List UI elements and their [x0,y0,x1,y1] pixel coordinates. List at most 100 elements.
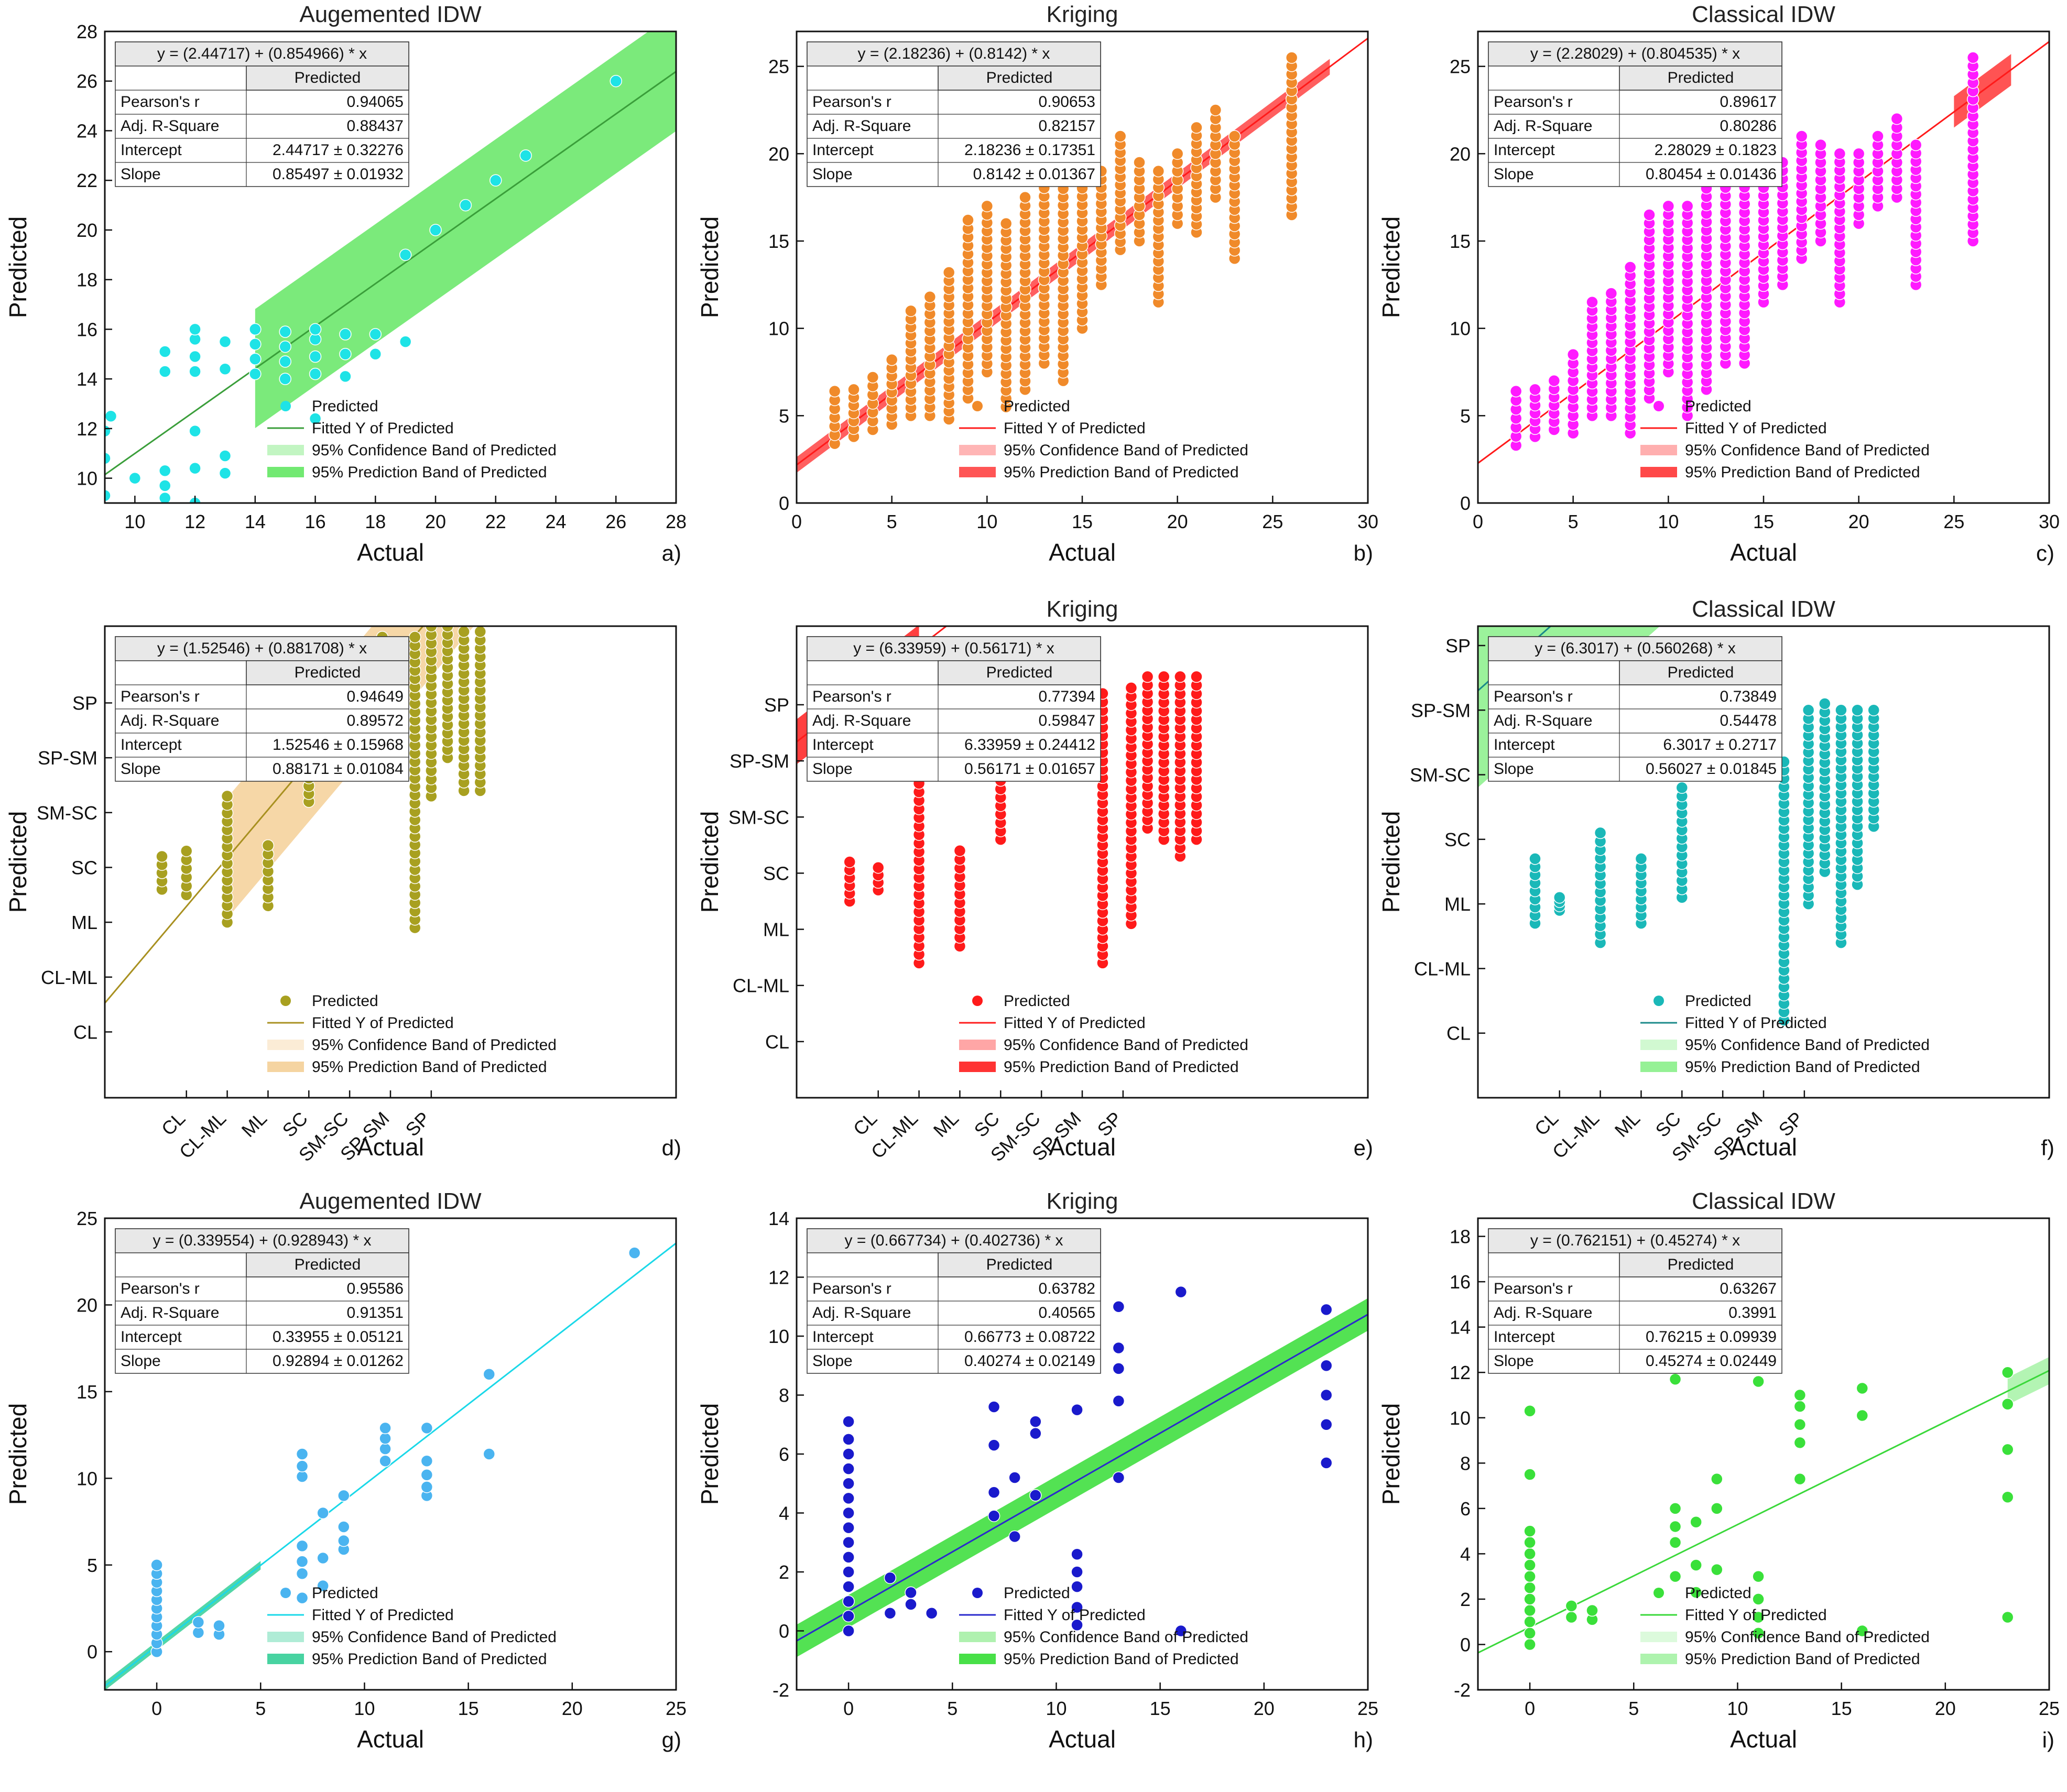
data-point [1752,1375,1765,1388]
y-axis-label: Predicted [696,216,723,318]
data-point [1174,670,1187,683]
x-tick-label: 5 [1628,1698,1639,1719]
data-point [1071,1548,1083,1560]
data-point [339,348,352,360]
plot-inner [105,1242,676,1690]
stat-name: Slope [1494,1352,1534,1370]
y-tick-label: 25 [1450,56,1471,78]
data-point [1524,1593,1536,1605]
data-point [1112,1362,1125,1375]
y-tick-label: 20 [768,143,789,165]
equation-row [115,636,409,661]
data-point [192,1616,205,1629]
data-point [420,1455,433,1467]
data-point [1662,200,1675,213]
legend-band [267,1040,304,1050]
data-point [1190,121,1203,134]
y-axis-label: Predicted [1377,1403,1405,1505]
data-point [872,861,885,874]
data-point [1008,1471,1021,1484]
data-point [1711,1472,1723,1485]
stats-table: y = (6.3017) + (0.560268) * x Predicted Pe… [1488,636,1782,782]
data-point [1112,1301,1125,1313]
data-point [1635,853,1648,865]
data-point [192,1626,205,1639]
legend-label: 95% Confidence Band of Predicted [312,442,557,459]
data-point [1624,261,1637,274]
legend-marker [972,1588,983,1598]
plot-frame [1477,1217,2050,1691]
data-point [1676,781,1689,794]
y-tick-label: 10 [1450,318,1471,340]
data-point [1320,1303,1333,1316]
data-point [1856,1624,1869,1637]
legend-label: Predicted [1685,1585,1751,1602]
chart-title: Classical IDW [1692,596,1835,622]
legend-band [1640,1040,1677,1050]
legend-label: Fitted Y of Predicted [312,1607,454,1624]
data-point [1174,1624,1188,1637]
equation: y = (2.18236) + (0.8142) * x [858,45,1050,62]
data-point [189,462,201,475]
col-header: Predicted [295,664,361,681]
chart-title: Classical IDW [1692,1188,1835,1214]
data-point [962,214,974,226]
legend-label: Predicted [1004,398,1070,415]
chart-title: Classical IDW [1692,2,1835,27]
stats-table: y = (6.33959) + (0.56171) * x Predicted Pe… [807,636,1101,782]
data-point [1320,1457,1333,1469]
col-header: Predicted [295,69,361,86]
y-tick-label: SM-SC [1410,764,1471,786]
legend-label: 95% Prediction Band of Predicted [1685,464,1920,481]
x-tick-label: SC [278,1108,312,1141]
x-tick-label: ML [1611,1108,1644,1141]
data-point [1690,1559,1702,1571]
y-tick-label: 20 [1450,143,1471,165]
data-point [1008,1530,1021,1543]
legend-label: Fitted Y of Predicted [1004,1607,1146,1624]
data-point [1524,1581,1536,1594]
stat-value: 0.33955 ± 0.05121 [273,1328,404,1346]
x-tick-label: 20 [1254,1698,1275,1719]
legend-marker [1653,401,1664,411]
legend-label: Fitted Y of Predicted [1685,1607,1827,1624]
y-tick-label: SM-SC [37,802,97,824]
data-point [1594,826,1607,839]
x-tick-label: 20 [1167,511,1188,532]
y-tick-label: 12 [768,1267,789,1288]
x-tick-label: 15 [458,1698,479,1719]
stat-value: 0.82157 [1039,117,1095,135]
x-tick-label: 22 [485,511,506,532]
legend-band [1640,445,1677,455]
legend-band [267,1654,304,1664]
equation: y = (6.3017) + (0.560268) * x [1535,640,1736,657]
equation: y = (0.667734) + (0.402736) * x [845,1232,1063,1249]
data-point [1833,147,1846,160]
y-tick-label: 5 [779,405,789,427]
chart-title: Kriging [1047,2,1118,27]
y-tick-label: 0 [1460,1634,1471,1655]
data-point [1029,1489,1042,1502]
data-point [317,1579,329,1592]
legend-label: 95% Prediction Band of Predicted [1004,1651,1239,1668]
plot-area: 0 5 10 15 20 25 30 0 5 10 15 20 25 Actual Predicted Kri… [696,2,1378,566]
legend-label: 95% Prediction Band of Predicted [312,1058,547,1076]
data-point [221,790,234,803]
panel-letter: e) [1354,1135,1373,1160]
panel-letter: f) [2041,1135,2054,1160]
legend-label: Predicted [312,992,378,1010]
data-point [885,353,898,366]
plot-area: 0 5 10 15 20 25 30 0 5 10 15 20 25 Actual Predicted Cla… [1377,2,2060,566]
x-tick-label: 25 [1357,1698,1378,1719]
data-point [1071,1601,1083,1614]
legend-label: Fitted Y of Predicted [1685,420,1827,437]
y-tick-label: SC [763,862,789,884]
stat-value: 0.45274 ± 0.02449 [1646,1352,1777,1370]
data-point [1125,682,1138,694]
x-tick-label: 15 [1150,1698,1171,1719]
panel-letter: i) [2042,1728,2054,1752]
chart-title: Augemented IDW [299,1188,482,1214]
stat-value: 2.18236 ± 0.17351 [964,141,1095,159]
plot-area: 10 12 14 16 18 20 22 24 26 28 10 12 14 16 18 20 22 24 26 28… [4,2,687,566]
data-point [420,1481,433,1493]
